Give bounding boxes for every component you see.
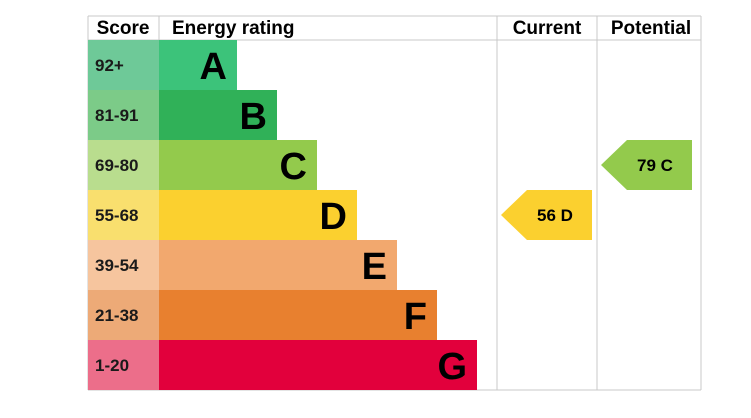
potential-rating: 79 C xyxy=(601,140,692,190)
score-header: Score xyxy=(97,18,150,39)
band-letter: E xyxy=(362,246,387,288)
score-cell xyxy=(88,140,159,190)
score-label: 39-54 xyxy=(95,256,139,275)
band-bar-f xyxy=(159,290,437,340)
band-bar-d xyxy=(159,190,357,240)
band-letter: A xyxy=(200,46,227,88)
band-row-e: 39-54 E xyxy=(88,240,397,290)
band-letter: G xyxy=(437,346,467,388)
band-bar-e xyxy=(159,240,397,290)
current-rating-arrow xyxy=(501,190,592,240)
score-label: 55-68 xyxy=(95,206,138,225)
potential-header: Potential xyxy=(611,18,691,39)
score-cell xyxy=(88,40,159,90)
band-row-f: 21-38 F xyxy=(88,290,437,340)
potential-rating-arrow xyxy=(601,140,692,190)
band-row-g: 1-20 G xyxy=(88,340,477,390)
rating-indicators: 56 D 79 C xyxy=(501,140,692,240)
band-row-a: 92+ A xyxy=(88,40,237,90)
current-rating-label: 56 D xyxy=(537,206,573,225)
current-header: Current xyxy=(513,18,582,39)
score-cell xyxy=(88,90,159,140)
band-bar-b xyxy=(159,90,277,140)
score-label: 69-80 xyxy=(95,156,138,175)
rating-bands: 92+ A 81-91 B 69-80 C 55-68 D 39-54 E 21-38 F 1-20 G xyxy=(88,40,477,390)
band-letter: F xyxy=(404,296,427,338)
score-label: 1-20 xyxy=(95,356,129,375)
band-letter: B xyxy=(240,96,267,138)
energy-rating-header: Energy rating xyxy=(172,18,294,39)
header-row: Score Energy rating Current Potential xyxy=(97,18,692,39)
band-row-b: 81-91 B xyxy=(88,90,277,140)
score-label: 92+ xyxy=(95,56,124,75)
score-cell xyxy=(88,190,159,240)
band-row-d: 55-68 D xyxy=(88,190,357,240)
score-cell xyxy=(88,340,159,390)
score-label: 81-91 xyxy=(95,106,138,125)
score-label: 21-38 xyxy=(95,306,138,325)
score-cell xyxy=(88,240,159,290)
potential-rating-label: 79 C xyxy=(637,156,673,175)
band-letter: D xyxy=(320,196,347,238)
score-cell xyxy=(88,290,159,340)
band-bar-c xyxy=(159,140,317,190)
band-letter: C xyxy=(280,146,307,188)
band-bar-g xyxy=(159,340,477,390)
current-rating: 56 D xyxy=(501,190,592,240)
band-row-c: 69-80 C xyxy=(88,140,317,190)
band-bar-a xyxy=(159,40,237,90)
